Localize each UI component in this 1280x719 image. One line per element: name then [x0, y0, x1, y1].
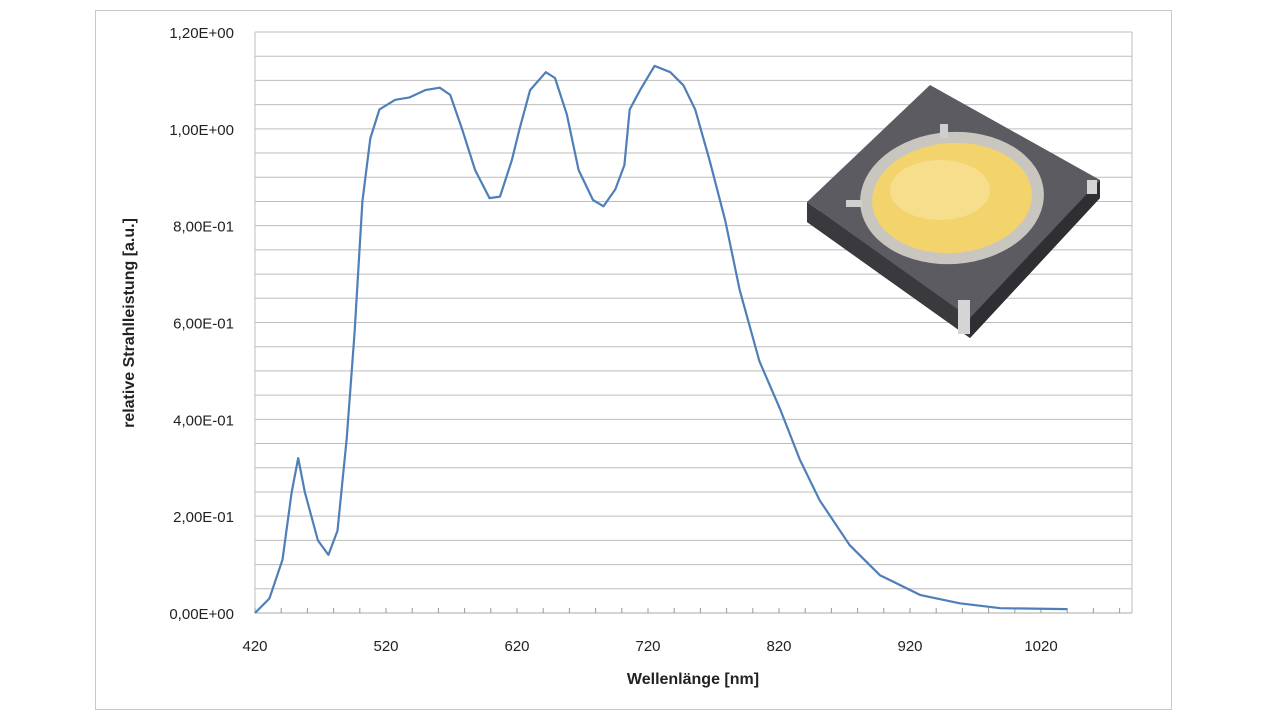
y-tick-label: 4,00E-01 [173, 412, 234, 429]
y-tick-label: 0,00E+00 [169, 606, 234, 623]
y-tick-label: 1,00E+00 [169, 122, 234, 139]
x-tick-label: 620 [504, 638, 529, 655]
spectrum-line [254, 64, 1068, 614]
x-tick-label: 1020 [1024, 638, 1057, 655]
x-tick-label: 720 [635, 638, 660, 655]
x-axis-label: Wellenlänge [nm] [627, 671, 759, 688]
chart-frame [95, 10, 1172, 710]
x-tick-label: 920 [897, 638, 922, 655]
y-tick-label: 2,00E-01 [173, 509, 234, 526]
y-tick-label: 1,20E+00 [169, 25, 234, 42]
led-photo [807, 85, 1100, 338]
y-tick-label: 8,00E-01 [173, 219, 234, 236]
y-tick-label: 6,00E-01 [173, 316, 234, 333]
y-axis-label: relative Strahlleistung [a.u.] [121, 218, 138, 428]
x-tick-label: 420 [242, 638, 267, 655]
x-tick-label: 520 [373, 638, 398, 655]
x-tick-label: 820 [766, 638, 791, 655]
